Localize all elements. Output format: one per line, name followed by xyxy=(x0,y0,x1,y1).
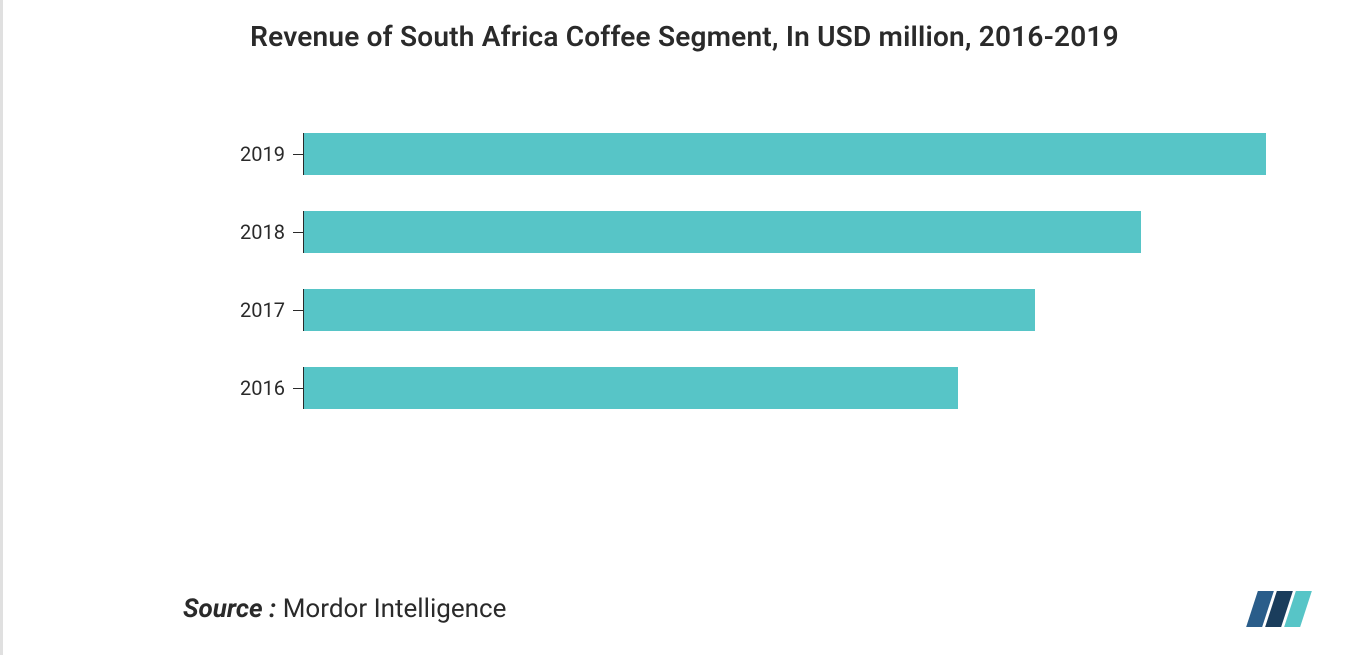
bar-label: 2016 xyxy=(223,376,293,400)
axis-tick xyxy=(293,154,303,155)
logo-bars xyxy=(1246,591,1312,627)
bar-track xyxy=(303,211,1266,253)
source-label: Source : xyxy=(183,594,276,624)
bar-fill xyxy=(304,367,958,409)
bar-row: 2016 xyxy=(223,367,1266,409)
bar-track xyxy=(303,289,1266,331)
bar-row: 2017 xyxy=(223,289,1266,331)
bar-track xyxy=(303,367,1266,409)
axis-tick xyxy=(293,232,303,233)
chart-container: Revenue of South Africa Coffee Segment, … xyxy=(3,0,1366,409)
bar-fill xyxy=(304,133,1266,175)
source-text: Source : Mordor Intelligence xyxy=(183,594,506,624)
bar-label: 2018 xyxy=(223,220,293,244)
bar-fill xyxy=(304,289,1035,331)
bar-label: 2019 xyxy=(223,142,293,166)
source-value: Mordor Intelligence xyxy=(283,594,507,624)
bar-label: 2017 xyxy=(223,298,293,322)
axis-tick xyxy=(293,388,303,389)
bars-holder: 2019 2018 2017 2016 xyxy=(223,133,1266,409)
chart-title: Revenue of South Africa Coffee Segment, … xyxy=(63,20,1306,53)
bar-track xyxy=(303,133,1266,175)
source-row: Source : Mordor Intelligence xyxy=(183,591,1306,627)
chart-area: 2019 2018 2017 2016 xyxy=(63,133,1306,409)
axis-tick xyxy=(293,310,303,311)
bar-row: 2019 xyxy=(223,133,1266,175)
bar-fill xyxy=(304,211,1141,253)
mordor-logo-icon xyxy=(1252,591,1306,627)
bar-row: 2018 xyxy=(223,211,1266,253)
